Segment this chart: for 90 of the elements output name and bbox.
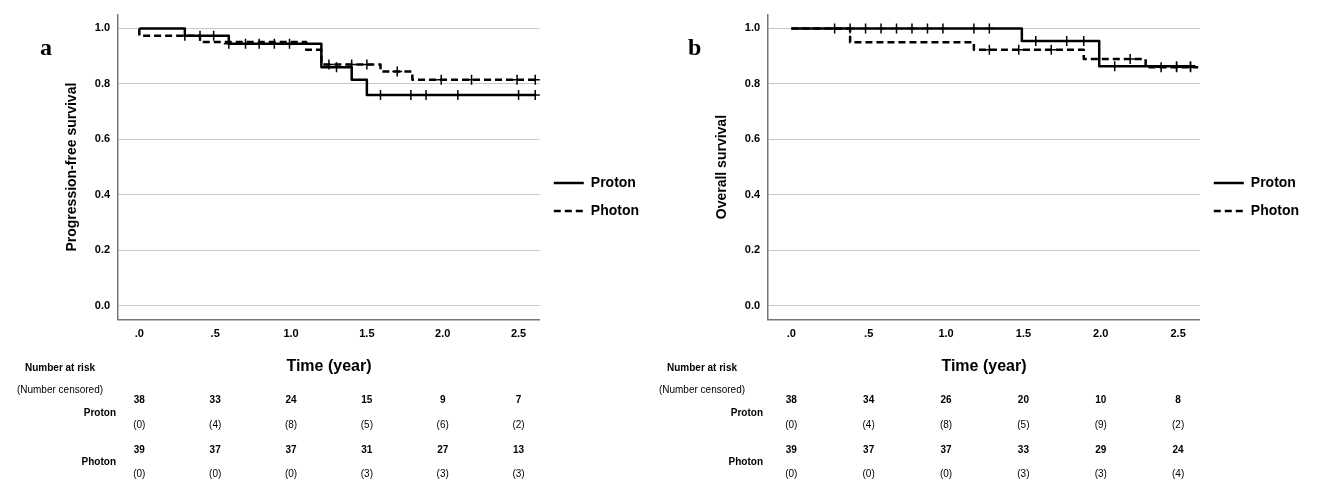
- y-tick-label: 0.0: [744, 298, 761, 311]
- text: (0): [284, 468, 298, 479]
- y-tick-label: 0.6: [94, 132, 111, 145]
- x-tick-label: 2.5: [510, 327, 527, 340]
- x-tick-label: 1.0: [938, 327, 954, 340]
- text: 33: [209, 394, 221, 405]
- text: (6): [436, 419, 449, 430]
- text: 26: [940, 394, 952, 405]
- text: (2): [1172, 419, 1185, 430]
- y-tick-label: 0.2: [94, 243, 111, 256]
- text: (4): [209, 419, 222, 430]
- text: 34: [863, 394, 875, 405]
- legend-label: Photon: [1250, 201, 1300, 218]
- text: Photon: [728, 456, 763, 467]
- text: (3): [512, 468, 525, 479]
- text: 15: [361, 394, 373, 405]
- text: 7: [515, 394, 522, 405]
- text: (5): [360, 419, 373, 430]
- x-axis-title: Time (year): [286, 356, 372, 374]
- text: 20: [1017, 394, 1029, 405]
- text: 37: [940, 444, 952, 455]
- text: 37: [863, 444, 875, 455]
- text: (4): [862, 419, 875, 430]
- x-tick-label: 2.5: [1170, 327, 1186, 340]
- legend-label: Proton: [1250, 173, 1296, 190]
- text: (2): [512, 419, 525, 430]
- y-tick-label: 1.0: [94, 21, 111, 34]
- y-tick-label: 0.8: [744, 76, 761, 89]
- x-tick-label: .5: [210, 327, 220, 340]
- y-tick-label: 0.4: [94, 187, 111, 200]
- text: 37: [285, 444, 297, 455]
- text: (3): [360, 468, 373, 479]
- text: (5): [1017, 419, 1030, 430]
- text: 24: [1172, 444, 1184, 455]
- text: (8): [284, 419, 298, 430]
- y-tick-label: 0.6: [744, 132, 761, 145]
- text: 9: [439, 394, 446, 405]
- x-tick-label: 2.0: [435, 327, 451, 340]
- y-axis-title: Progression-free survival: [63, 82, 80, 252]
- y-tick-label: 0.4: [744, 187, 761, 200]
- text: Proton: [730, 407, 763, 418]
- text: (4): [1172, 468, 1185, 479]
- text: Photon: [81, 456, 116, 467]
- x-axis-title: Time (year): [941, 356, 1027, 374]
- text: b: [688, 34, 702, 60]
- text: 8: [1175, 394, 1181, 405]
- text: 27: [437, 444, 449, 455]
- y-tick-label: 0.8: [94, 76, 111, 89]
- text: (8): [939, 419, 953, 430]
- text: 38: [133, 394, 145, 405]
- x-tick-label: 2.0: [1093, 327, 1109, 340]
- text: (0): [862, 468, 875, 479]
- x-tick-label: .0: [786, 327, 796, 340]
- text: (0): [939, 468, 953, 479]
- text: (Number censored): [16, 384, 104, 395]
- text: (0): [785, 419, 798, 430]
- text: (3): [1094, 468, 1107, 479]
- text: 24: [285, 394, 297, 405]
- text: (Number censored): [658, 384, 746, 395]
- text: (3): [436, 468, 449, 479]
- text: (3): [1017, 468, 1030, 479]
- y-tick-label: 0.2: [744, 243, 761, 256]
- x-tick-label: 1.5: [1015, 327, 1032, 340]
- text: a: [40, 34, 52, 60]
- text: (0): [133, 468, 146, 479]
- text: 37: [209, 444, 221, 455]
- text: Number at risk: [24, 362, 96, 373]
- text: (0): [209, 468, 222, 479]
- text: 29: [1095, 444, 1107, 455]
- legend-label: Proton: [590, 173, 636, 190]
- text: 13: [512, 444, 525, 455]
- text: 31: [361, 444, 373, 455]
- legend-label: Photon: [590, 201, 640, 218]
- x-tick-label: .0: [134, 327, 144, 340]
- x-tick-label: 1.5: [359, 327, 375, 340]
- text: (0): [785, 468, 798, 479]
- text: Proton: [83, 407, 116, 418]
- text: 39: [785, 444, 797, 455]
- y-axis-title: Overall survival: [713, 114, 730, 220]
- text: (0): [133, 419, 146, 430]
- text: 33: [1017, 444, 1029, 455]
- text: Number at risk: [666, 362, 738, 373]
- text: 38: [785, 394, 797, 405]
- text: 39: [133, 444, 145, 455]
- text: (9): [1094, 419, 1107, 430]
- x-tick-label: .5: [864, 327, 874, 340]
- y-tick-label: 0.0: [94, 298, 111, 311]
- x-tick-label: 1.0: [283, 327, 299, 340]
- y-tick-label: 1.0: [744, 21, 761, 34]
- text: 10: [1095, 394, 1107, 405]
